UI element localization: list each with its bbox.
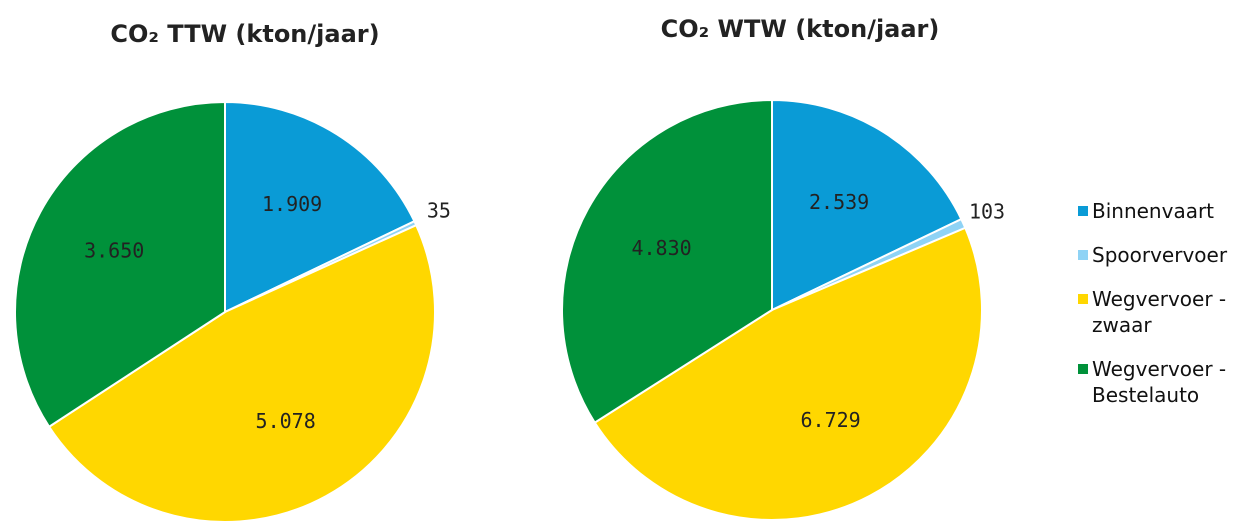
legend-swatch (1078, 294, 1088, 304)
legend-item: Wegvervoer - Bestelauto (1078, 356, 1248, 408)
data-label: 1.909 (262, 192, 322, 216)
legend-label: Spoorvervoer (1092, 243, 1228, 267)
legend: Binnenvaart Spoorvervoer Wegvervoer - zwaa… (1078, 198, 1248, 426)
pie-slice (593, 226, 983, 521)
data-label: 35 (427, 199, 451, 223)
data-label: 103 (969, 199, 1005, 223)
legend-swatch (1078, 250, 1088, 260)
legend-swatch (1078, 364, 1088, 374)
legend-label: Wegvervoer - Bestelauto (1092, 357, 1227, 407)
legend-item: Binnenvaart (1078, 198, 1248, 224)
pie-slice (561, 98, 773, 425)
data-label: 4.830 (631, 236, 691, 260)
legend-swatch (1078, 206, 1088, 216)
pie-slice (224, 100, 416, 314)
chart-title: CO₂ TTW (kton/jaar) (110, 20, 379, 48)
data-label: 5.078 (256, 409, 316, 433)
pie-slice (47, 223, 436, 522)
data-label: 2.539 (809, 190, 869, 214)
data-label: 6.729 (801, 408, 861, 432)
pie-slice (14, 100, 226, 429)
legend-label: Binnenvaart (1092, 199, 1215, 223)
legend-label: Wegvervoer - zwaar (1092, 287, 1227, 337)
legend-item: Spoorvervoer (1078, 242, 1248, 268)
data-label: 3.650 (84, 238, 144, 262)
pie-slice (771, 98, 963, 312)
legend-item: Wegvervoer - zwaar (1078, 286, 1248, 338)
chart-title: CO₂ WTW (kton/jaar) (661, 15, 940, 43)
